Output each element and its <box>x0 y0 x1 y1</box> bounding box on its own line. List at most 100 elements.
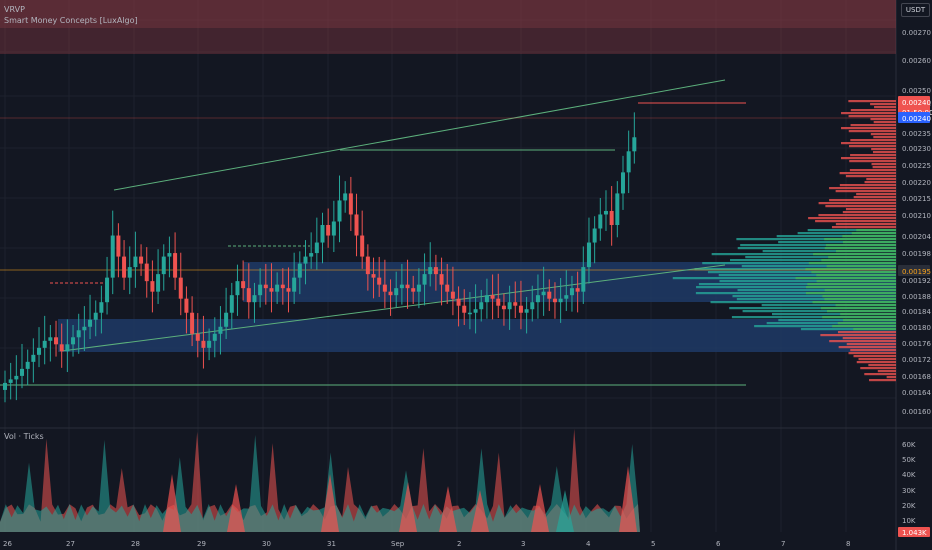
profile-bar <box>866 178 896 181</box>
candle-body <box>405 284 410 289</box>
candle-body <box>314 242 319 254</box>
profile-bar-buy <box>824 289 896 292</box>
indicator-vrvp-label[interactable]: VRVP <box>4 5 25 14</box>
candle-body <box>48 337 53 341</box>
currency-button[interactable]: USDT <box>901 3 930 17</box>
profile-bar <box>877 370 896 373</box>
profile-bar <box>776 235 896 238</box>
volume-spike <box>471 490 489 532</box>
profile-bar-buy <box>811 271 896 274</box>
price-axis[interactable]: 0.002700.002600.002500.002450.002400.002… <box>898 29 932 416</box>
indicator-volume-label[interactable]: Vol · Ticks <box>4 432 44 441</box>
candle-body <box>116 235 121 257</box>
profile-bar <box>853 355 896 358</box>
volume-spike <box>321 474 339 532</box>
candle-body <box>513 302 518 306</box>
candle-body <box>462 305 467 313</box>
price-tick: 0.00180 <box>902 324 931 332</box>
candle-body <box>422 274 427 285</box>
profile-bar <box>837 331 896 334</box>
candle-body <box>88 319 93 327</box>
profile-bar <box>736 238 896 241</box>
profile-bar <box>772 313 896 316</box>
profile-bar <box>874 106 896 109</box>
indicator-smc-label[interactable]: Smart Money Concepts [LuxAlgo] <box>4 16 138 25</box>
profile-bar <box>797 232 896 235</box>
candle-body <box>524 309 529 313</box>
profile-bar-buy <box>832 325 896 328</box>
candle-body <box>133 256 138 268</box>
candle-body <box>37 347 42 355</box>
profile-bar <box>871 163 896 166</box>
candle-body <box>127 267 132 278</box>
profile-bar-buy <box>843 319 896 322</box>
price-tick: 0.00220 <box>902 179 931 187</box>
profile-bar <box>848 115 896 118</box>
candle-body <box>76 330 81 338</box>
profile-bar <box>842 337 896 340</box>
candle-body <box>360 235 365 257</box>
time-tick: 30 <box>262 540 271 548</box>
profile-bar-buy <box>835 250 896 253</box>
candle-body <box>31 354 36 362</box>
price-tick: 0.00160 <box>902 408 931 416</box>
profile-bar <box>856 361 896 364</box>
price-candles[interactable] <box>3 112 637 403</box>
profile-bar <box>853 196 896 199</box>
profile-bar <box>870 133 896 136</box>
candle-body <box>473 309 478 313</box>
candle-body <box>467 312 472 315</box>
candle-body <box>263 284 268 289</box>
candle-body <box>399 284 404 289</box>
profile-bar-buy <box>822 316 896 319</box>
time-tick: 31 <box>327 540 336 548</box>
profile-bar <box>841 127 896 130</box>
candle-body <box>547 291 552 299</box>
candle-body <box>541 291 546 296</box>
candle-body <box>479 302 484 310</box>
profile-bar <box>845 175 896 178</box>
candle-body <box>161 256 166 275</box>
profile-bar <box>848 130 896 133</box>
candle-body <box>195 333 200 341</box>
candle-body <box>377 277 382 285</box>
time-tick: 3 <box>521 540 525 548</box>
candle-body <box>552 298 557 303</box>
profile-bar <box>864 181 896 184</box>
profile-bar <box>848 100 896 103</box>
volume-tick: 30K <box>902 487 916 495</box>
time-axis[interactable]: 26 27 28 29 30 31 Sep 2 3 4 5 6 7 8 <box>3 540 850 548</box>
candle-body <box>348 193 353 215</box>
candle-body <box>105 277 110 303</box>
profile-bar <box>829 199 896 202</box>
price-tick: 0.00204 <box>902 233 931 241</box>
profile-bar <box>850 109 896 112</box>
profile-bar <box>871 148 896 151</box>
profile-bar <box>732 295 896 298</box>
profile-bar-buy <box>853 328 896 331</box>
candle-body <box>411 288 416 292</box>
profile-bar <box>831 226 896 229</box>
candle-body <box>382 284 387 292</box>
profile-bar <box>742 310 896 313</box>
candle-body <box>25 361 30 369</box>
price-tick: 0.00168 <box>902 373 931 381</box>
volume-spike <box>531 484 549 532</box>
candle-body <box>326 225 331 236</box>
candle-body <box>575 288 580 292</box>
profile-bar <box>711 253 896 256</box>
candle-body <box>592 228 597 243</box>
profile-bar <box>886 376 896 379</box>
profile-bar <box>869 379 896 382</box>
candle-body <box>258 284 263 296</box>
profile-bar-buy <box>826 265 896 268</box>
candle-body <box>235 281 240 296</box>
volume-pane <box>0 428 640 532</box>
candle-body <box>42 340 47 348</box>
candle-body <box>207 340 212 348</box>
candle-body <box>581 267 586 292</box>
profile-bar <box>825 205 896 208</box>
candle-body <box>173 253 178 278</box>
price-tick: 0.00192 <box>902 277 931 285</box>
